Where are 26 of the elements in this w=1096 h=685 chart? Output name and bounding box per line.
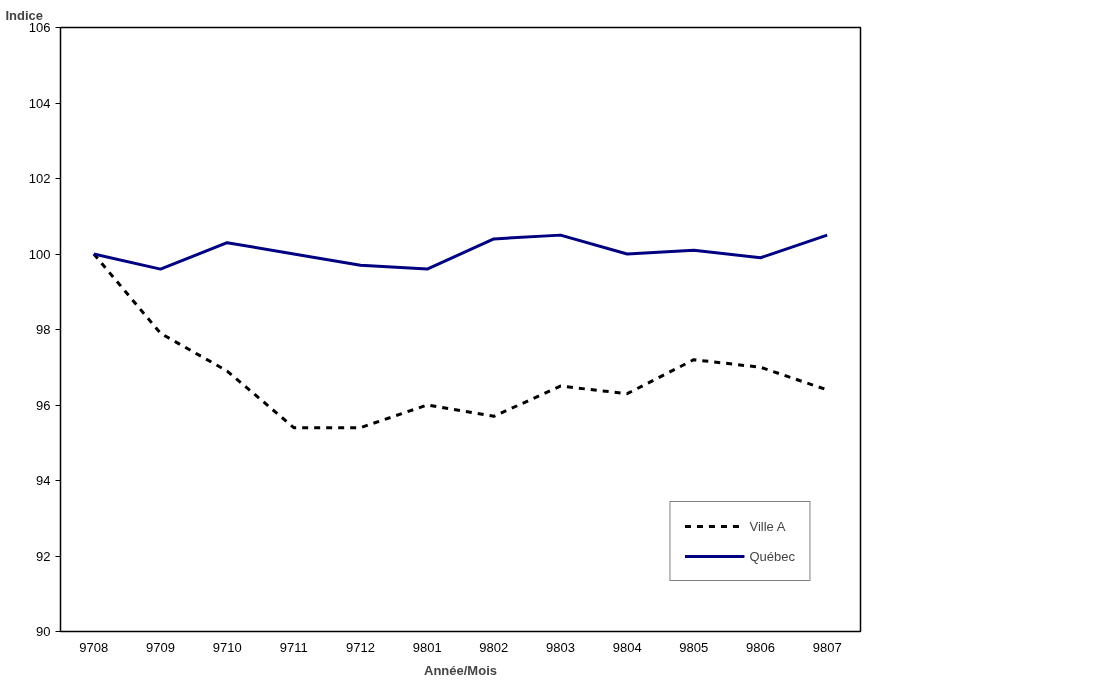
y-tick-label: 102 xyxy=(28,171,51,186)
x-tick-label: 9712 xyxy=(346,639,375,655)
legend-label: Québec xyxy=(749,548,795,564)
y-tick-label: 98 xyxy=(36,322,51,337)
y-tick-label: 94 xyxy=(36,473,51,488)
x-axis-title: Année/Mois xyxy=(424,662,497,678)
y-tick-label: 96 xyxy=(36,397,51,413)
line-series xyxy=(92,233,829,271)
x-tick-label: 9711 xyxy=(279,639,308,655)
y-tick-label: 92 xyxy=(36,548,51,564)
y-tick-label: 104 xyxy=(28,95,51,111)
x-tick-label: 9710 xyxy=(212,639,242,655)
y-axis-title: Indice xyxy=(5,7,44,23)
y-tick-label: 100 xyxy=(28,246,51,262)
x-tick-label: 9805 xyxy=(679,639,709,655)
x-tick-label: 9802 xyxy=(479,639,509,655)
x-tick-label: 9806 xyxy=(746,639,775,655)
x-tick-label: 9807 xyxy=(812,639,842,655)
y-tick-label: 106 xyxy=(28,20,51,35)
x-tick-label: 9708 xyxy=(79,639,109,655)
x-tick-label: 9803 xyxy=(546,639,575,655)
x-tick-label: 9801 xyxy=(412,639,442,655)
legend-label: Ville A xyxy=(749,518,786,534)
x-tick-label: 9709 xyxy=(146,639,175,655)
y-tick-label: 90 xyxy=(36,624,51,639)
x-tick-label: 9804 xyxy=(612,639,642,655)
